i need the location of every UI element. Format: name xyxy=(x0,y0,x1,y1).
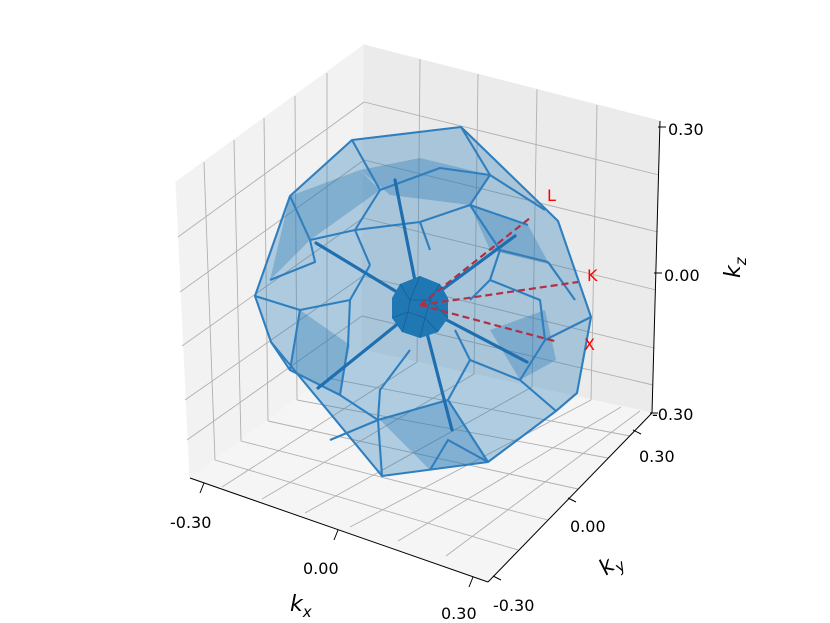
x-tick-mid: 0.00 xyxy=(303,559,339,578)
label-L: L xyxy=(547,186,556,205)
z-axis-line xyxy=(651,120,661,414)
high-symmetry-paths xyxy=(419,217,579,344)
x-tick-min: -0.30 xyxy=(170,513,211,532)
path-gamma-K xyxy=(419,280,579,307)
path-gamma-X xyxy=(419,303,559,344)
x-axis-label: kx xyxy=(290,592,312,621)
bz-edges xyxy=(253,125,593,478)
z-tick-max: 0.30 xyxy=(668,120,704,139)
axis-lines xyxy=(189,120,661,583)
x-tick-max: 0.30 xyxy=(441,604,477,623)
y-axis-label: ky xyxy=(594,547,630,584)
label-K: K xyxy=(587,266,598,285)
y-tick-min: -0.30 xyxy=(493,596,534,615)
x-axis-line xyxy=(189,477,489,583)
bz-outline xyxy=(253,125,593,478)
fermi-surface-core xyxy=(391,275,449,339)
path-gamma-L xyxy=(419,217,531,306)
y-axis-line xyxy=(487,412,653,583)
y-tick-max: 0.30 xyxy=(639,447,675,466)
z-tick-min: -0.30 xyxy=(652,405,693,424)
grid-lines xyxy=(177,58,660,557)
z-axis-label: kz xyxy=(721,256,750,278)
z-axis: 0.30 0.00 -0.30 kz xyxy=(650,120,750,424)
high-symmetry-labels: L K X xyxy=(547,186,598,354)
label-X: X xyxy=(584,335,595,354)
y-tick-mid: 0.00 xyxy=(570,517,606,536)
x-axis: -0.30 0.00 0.30 kx xyxy=(170,482,477,623)
z-tick-mid: 0.00 xyxy=(664,266,700,285)
